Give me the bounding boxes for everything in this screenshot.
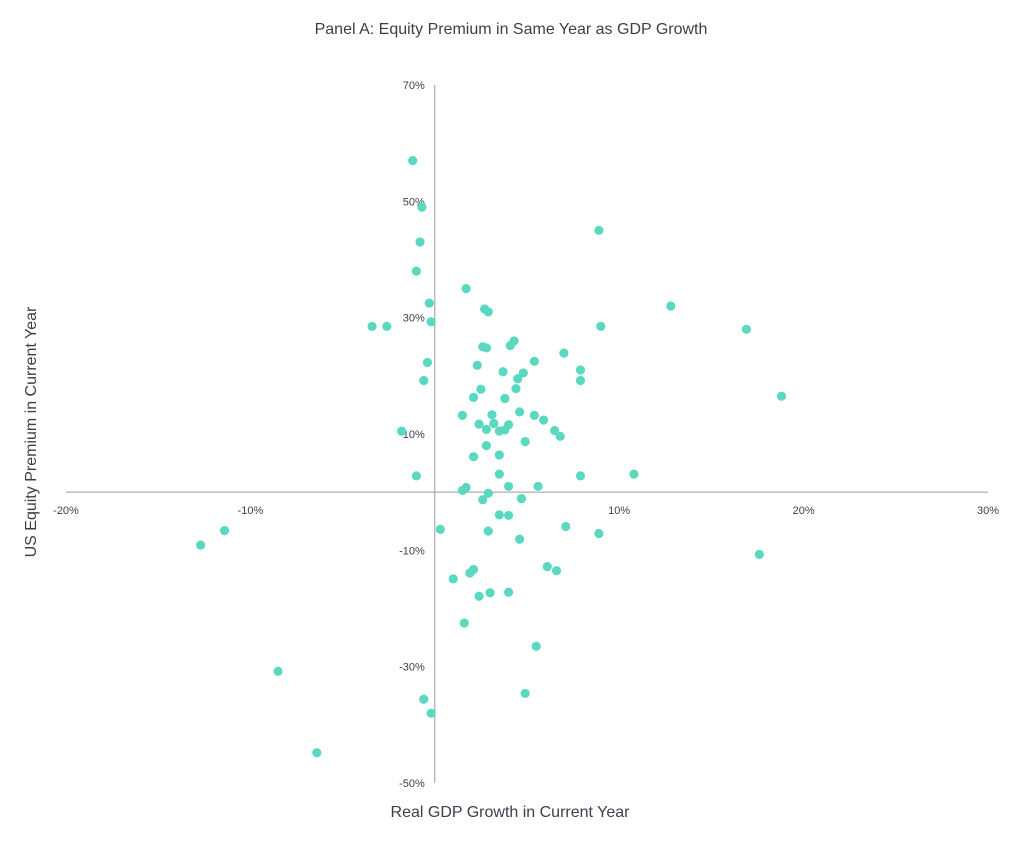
- data-point: [483, 307, 493, 317]
- data-point: [561, 521, 571, 532]
- y-tick-label: -10%: [399, 545, 425, 557]
- data-point: [741, 324, 752, 334]
- data-point: [494, 450, 504, 460]
- data-point: [367, 321, 377, 331]
- tick-labels: -20% -10% 10% 20% 30%70%50%30%10%-10%-30%-50…: [53, 80, 999, 790]
- data-point: [503, 420, 514, 430]
- data-point: [422, 357, 433, 368]
- data-point: [505, 340, 516, 351]
- data-point: [481, 441, 492, 451]
- chart-title: Panel A: Equity Premium in Same Year as …: [315, 21, 708, 38]
- data-point: [529, 410, 539, 420]
- data-point: [457, 485, 468, 496]
- data-point: [515, 407, 525, 417]
- data-point: [575, 375, 586, 386]
- data-point: [411, 471, 421, 481]
- data-point: [312, 748, 322, 758]
- data-point: [494, 510, 504, 520]
- x-tick-label: 20%: [793, 505, 815, 517]
- data-point: [459, 618, 469, 628]
- data-point: [559, 348, 569, 358]
- data-point: [529, 356, 539, 366]
- data-point: [419, 694, 429, 704]
- data-point: [666, 301, 676, 311]
- data-point: [457, 410, 468, 420]
- data-point: [415, 237, 425, 247]
- data-point: [533, 481, 543, 491]
- data-point: [397, 426, 407, 436]
- data-point: [520, 436, 530, 447]
- x-axis-title: Real GDP Growth in Current Year: [391, 804, 631, 821]
- y-tick-label: 70%: [403, 80, 425, 92]
- data-point: [500, 393, 510, 404]
- data-point: [468, 452, 479, 462]
- data-point: [511, 384, 521, 394]
- data-points: [196, 156, 787, 758]
- data-point: [382, 321, 392, 331]
- data-point: [503, 510, 514, 521]
- data-point: [596, 321, 606, 331]
- data-point: [487, 410, 497, 420]
- data-point: [594, 528, 604, 539]
- y-tick-label: 30%: [403, 313, 425, 325]
- data-point: [196, 540, 206, 550]
- data-point: [629, 469, 639, 479]
- data-point: [408, 156, 418, 166]
- x-tick-label: -10%: [238, 505, 264, 517]
- data-point: [550, 425, 560, 436]
- data-point: [551, 566, 562, 576]
- y-tick-label: -50%: [399, 778, 425, 790]
- data-point: [542, 562, 552, 572]
- data-point: [478, 495, 488, 505]
- data-point: [538, 415, 549, 425]
- y-tick-label: -30%: [399, 662, 425, 674]
- data-point: [483, 488, 493, 498]
- data-point: [555, 431, 565, 441]
- data-point: [474, 419, 484, 429]
- data-point: [219, 525, 230, 536]
- x-tick-label: 10%: [608, 505, 630, 517]
- x-tick-label: -20%: [53, 505, 79, 517]
- data-point: [503, 587, 514, 597]
- data-point: [498, 367, 508, 377]
- x-tick-label: 30%: [977, 505, 999, 517]
- data-point: [468, 564, 479, 575]
- data-point: [474, 591, 484, 601]
- data-point: [426, 317, 436, 327]
- data-point: [273, 666, 283, 676]
- axes: [66, 85, 988, 783]
- data-point: [435, 524, 445, 534]
- data-point: [419, 375, 429, 386]
- data-point: [489, 418, 499, 429]
- data-point: [448, 574, 458, 584]
- data-point: [417, 202, 427, 212]
- data-point: [516, 493, 527, 504]
- data-point: [575, 365, 586, 375]
- data-point: [476, 384, 486, 394]
- data-point: [485, 588, 495, 598]
- data-point: [481, 424, 492, 434]
- data-point: [518, 368, 528, 378]
- data-point: [503, 481, 514, 491]
- y-axis-title: US Equity Premium in Current Year: [23, 306, 40, 557]
- data-point: [461, 283, 471, 294]
- data-point: [494, 469, 504, 479]
- data-point: [424, 298, 434, 308]
- data-point: [776, 391, 787, 401]
- data-point: [472, 360, 482, 370]
- data-point: [515, 534, 525, 544]
- data-point: [513, 374, 523, 384]
- data-point: [754, 549, 764, 560]
- data-point: [520, 688, 530, 699]
- y-tick-label: 10%: [403, 429, 425, 441]
- data-point: [594, 225, 604, 236]
- data-point: [411, 266, 421, 276]
- data-point: [575, 471, 586, 481]
- data-point: [426, 708, 436, 718]
- data-point: [531, 641, 541, 651]
- data-point: [483, 526, 493, 536]
- data-point: [481, 343, 492, 353]
- data-point: [468, 392, 479, 402]
